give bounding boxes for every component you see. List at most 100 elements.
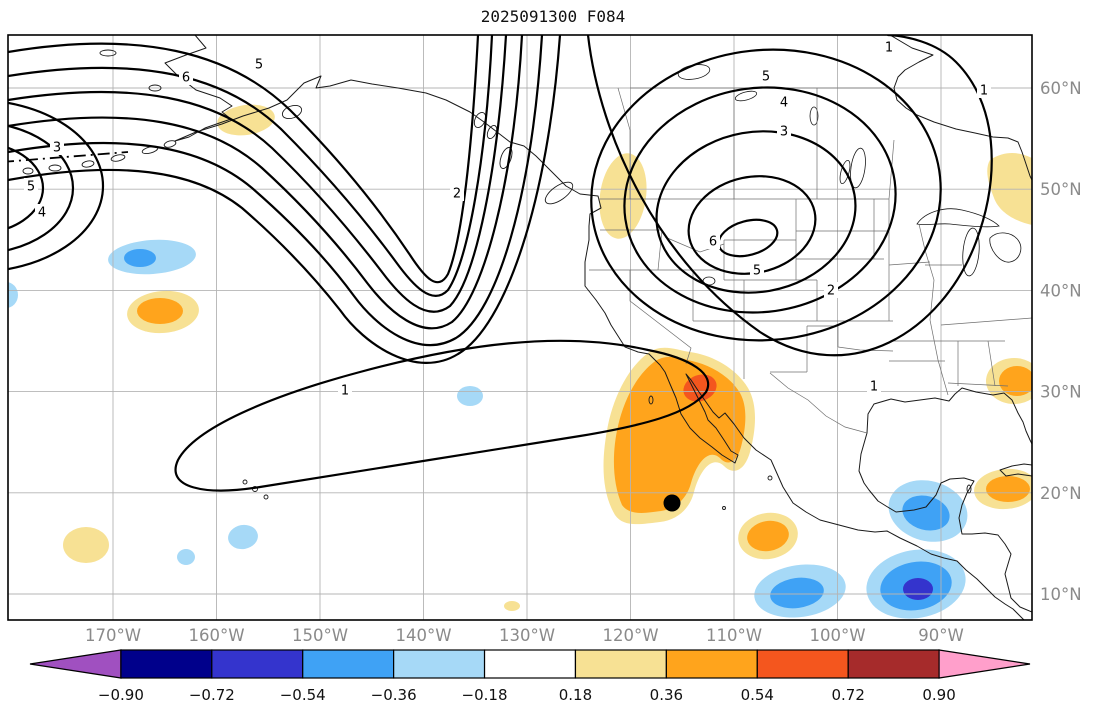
anomaly-region xyxy=(599,153,647,239)
figure-title: 2025091300 F084 xyxy=(481,7,626,26)
contour-left-cell xyxy=(8,146,45,230)
lat-tick-label: 60°N xyxy=(1040,79,1082,98)
lat-tick-label: 30°N xyxy=(1040,383,1082,402)
contour-trough-line xyxy=(8,35,562,364)
colorbar-tick-label: 0.36 xyxy=(650,686,683,704)
lon-tick-label: 130°W xyxy=(499,626,555,645)
lon-tick-label: 100°W xyxy=(809,626,865,645)
colorbar-segment xyxy=(393,649,486,679)
lake-superior xyxy=(916,208,1000,228)
coastline-gulf-caribbean xyxy=(858,387,1032,613)
anomaly-region xyxy=(124,249,156,267)
border-al-ga xyxy=(987,340,996,387)
colorbar-segment xyxy=(847,649,940,679)
coastline-cuba xyxy=(999,463,1032,477)
vancouver-island xyxy=(544,181,574,205)
kodiak-island xyxy=(281,104,303,120)
aleutian-island xyxy=(48,164,62,172)
anomaly-region xyxy=(137,298,183,324)
contour-label: 1 xyxy=(980,84,988,99)
lon-tick-label: 150°W xyxy=(292,626,348,645)
contour-label: 1 xyxy=(870,380,878,395)
lon-tick-label: 160°W xyxy=(188,626,244,645)
anomaly-region xyxy=(613,356,746,513)
colorbar-tick-label: −0.72 xyxy=(189,686,235,704)
contour-trough-line xyxy=(8,35,544,347)
storm-marker-group xyxy=(663,494,681,512)
border-mississippi-river xyxy=(918,223,949,396)
contour-dashed-segment xyxy=(8,151,129,163)
border-rio-grande xyxy=(769,372,868,434)
colorbar-segment xyxy=(302,649,395,679)
anomaly-region xyxy=(177,549,195,565)
contour-label: 3 xyxy=(780,125,788,140)
contour-label-halo xyxy=(750,262,764,278)
colorbar-segment xyxy=(120,649,213,679)
anomaly-region xyxy=(228,524,258,550)
contour-label-halo xyxy=(35,204,49,220)
st-lawrence-island xyxy=(99,49,117,57)
contour-label-halo xyxy=(179,69,193,85)
colorbar-tick-label: 0.72 xyxy=(831,686,864,704)
contour-left-cell xyxy=(8,101,105,271)
colorbar: −0.90 −0.72 −0.54 −0.36 −0.18 0.18 0.36 0.54 0.7… xyxy=(29,649,1031,704)
lake-winnipegosis xyxy=(839,159,851,185)
border-red-river xyxy=(837,346,894,352)
contour-label: 6 xyxy=(709,235,717,250)
lake-michigan xyxy=(962,227,980,277)
border-ia-mo xyxy=(888,261,931,266)
contour-label: 5 xyxy=(27,180,35,195)
contour-left-cell xyxy=(8,124,75,252)
colorbar-tick-label: −0.36 xyxy=(371,686,417,704)
nunivak-island xyxy=(148,84,162,92)
contour-label-halo xyxy=(777,94,791,110)
contour-label: 5 xyxy=(753,264,761,279)
lat-tick-label: 20°N xyxy=(1040,484,1082,503)
aleutian-island xyxy=(110,154,126,162)
colorbar-tick-label: 0.54 xyxy=(741,686,774,704)
anomaly-region xyxy=(504,601,520,611)
colorbar-tick-label: 0.90 xyxy=(922,686,955,704)
contour-label-halo xyxy=(252,56,266,72)
colorbar-segment xyxy=(483,649,577,679)
contour-label: 1 xyxy=(885,41,893,56)
lon-tick-label: 90°W xyxy=(918,626,964,645)
contour-label: 4 xyxy=(780,96,788,111)
contour-label-halo xyxy=(777,123,791,139)
anomaly-region xyxy=(8,282,18,308)
reindeer-lake xyxy=(809,106,819,126)
contour-trough-line xyxy=(8,35,494,297)
coastline-layer xyxy=(164,35,1032,620)
contour-label-halo xyxy=(24,178,38,194)
storm-marker-dot xyxy=(663,494,681,512)
anomaly-region xyxy=(63,527,109,563)
contour-label: 2 xyxy=(453,187,461,202)
aleutian-island xyxy=(81,160,95,168)
contour-label-halo xyxy=(867,378,881,394)
contour-trough-line xyxy=(8,35,480,284)
contour-pacific-loop-1 xyxy=(174,339,710,492)
map-frame xyxy=(7,34,1033,621)
colorbar-tick-label: 0.18 xyxy=(559,686,592,704)
lat-tick-label: 10°N xyxy=(1040,585,1082,604)
lake-winnipeg xyxy=(850,147,866,189)
border-ky-va xyxy=(940,317,1032,326)
anomaly-region xyxy=(986,476,1030,502)
contour-low-ring-6 xyxy=(717,218,779,258)
lake-huron xyxy=(989,232,1022,263)
axis-labels: 170°W 160°W 150°W 140°W 130°W 120°W 110°W 100°W… xyxy=(85,79,1082,645)
aleutian-island xyxy=(22,167,34,175)
contour-label-halo xyxy=(50,139,64,155)
colorbar-segment xyxy=(211,649,304,679)
coastline-hudson-bay xyxy=(889,35,1032,181)
hawaiian-island xyxy=(263,494,269,500)
contour-label: 6 xyxy=(182,71,190,86)
lat-tick-label: 50°N xyxy=(1040,180,1082,199)
anomaly-region xyxy=(902,495,950,531)
contour-low-ring-2 xyxy=(590,48,942,342)
contour-label-halo xyxy=(977,82,991,98)
colorbar-tick-label: −0.18 xyxy=(462,686,508,704)
anomaly-region xyxy=(903,578,933,600)
